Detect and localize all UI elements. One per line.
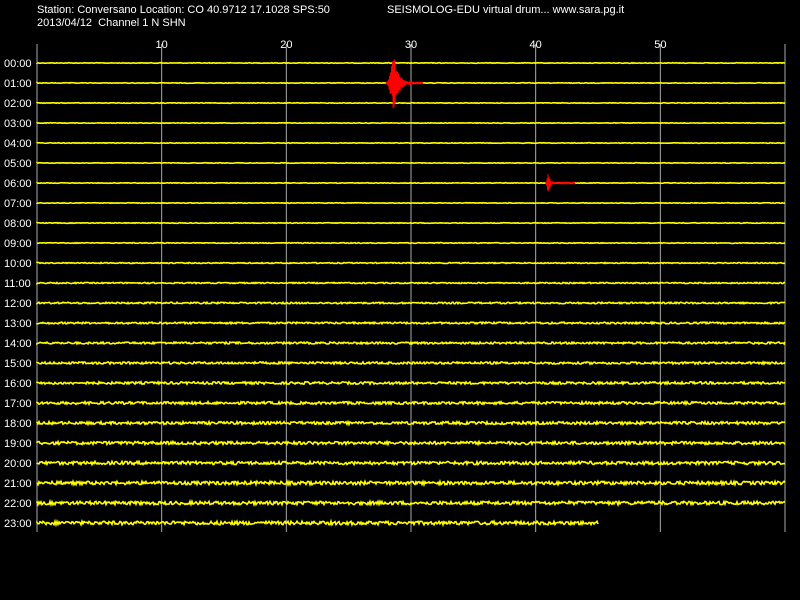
trace-line (36, 281, 786, 285)
trace-line (36, 340, 786, 346)
row-label: 07:00 (4, 198, 32, 210)
trace-line (36, 161, 786, 165)
row-label: 20:00 (4, 458, 32, 470)
row-label: 15:00 (4, 358, 32, 370)
trace-line (36, 101, 786, 105)
trace-line (36, 360, 786, 366)
chart-title: SEISMOLOG-EDU virtual drum... www.sara.p… (387, 4, 625, 16)
trace-line (36, 141, 785, 145)
date-channel-info: 2013/04/12 Channel 1 N SHN (37, 17, 186, 29)
row-label: 04:00 (4, 138, 32, 150)
row-label: 22:00 (4, 498, 32, 510)
row-label: 08:00 (4, 218, 32, 230)
row-label: 00:00 (4, 58, 32, 70)
x-tick-label: 50 (654, 39, 666, 51)
row-label: 13:00 (4, 318, 32, 330)
trace-line (36, 498, 786, 508)
row-label: 10:00 (4, 258, 32, 270)
row-label: 03:00 (4, 118, 32, 130)
row-label: 14:00 (4, 338, 32, 350)
grid-lines (36, 44, 786, 532)
row-label: 19:00 (4, 438, 32, 450)
x-tick-label: 30 (405, 39, 417, 51)
row-label: 12:00 (4, 298, 32, 310)
trace-line (36, 121, 786, 125)
row-label: 05:00 (4, 158, 32, 170)
traces (36, 61, 786, 528)
row-label: 17:00 (4, 398, 32, 410)
trace-line (36, 181, 786, 185)
row-labels: 00:00 01:00 02:00 03:00 04:00 05:00 06:00 07:00… (4, 58, 32, 530)
row-label: 18:00 (4, 418, 32, 430)
trace-line (36, 518, 599, 528)
event-trace (385, 59, 424, 109)
row-label: 06:00 (4, 178, 32, 190)
row-label: 09:00 (4, 238, 32, 250)
trace-line (36, 439, 786, 447)
row-label: 01:00 (4, 78, 32, 90)
trace-line (36, 399, 786, 407)
trace-line (36, 419, 786, 427)
event-trace (545, 174, 576, 191)
x-tick-label: 20 (280, 39, 292, 51)
trace-line (36, 459, 786, 467)
trace-line (36, 478, 786, 488)
trace-line (36, 241, 786, 245)
row-label: 21:00 (4, 478, 32, 490)
trace-line (36, 320, 786, 326)
trace-line (36, 221, 786, 225)
x-tick-label: 40 (530, 39, 542, 51)
trace-line (36, 61, 786, 65)
row-label: 02:00 (4, 98, 32, 110)
row-label: 16:00 (4, 378, 32, 390)
row-label: 23:00 (4, 518, 32, 530)
trace-line (36, 261, 786, 265)
x-tick-labels: 10 20 30 40 50 (156, 39, 667, 51)
trace-line (36, 380, 786, 387)
row-label: 11:00 (4, 278, 31, 290)
trace-line (36, 201, 786, 205)
event-traces (385, 59, 576, 191)
trace-line (36, 300, 786, 306)
x-tick-label: 10 (156, 39, 168, 51)
station-info: Station: Conversano Location: CO 40.9712… (37, 4, 330, 16)
